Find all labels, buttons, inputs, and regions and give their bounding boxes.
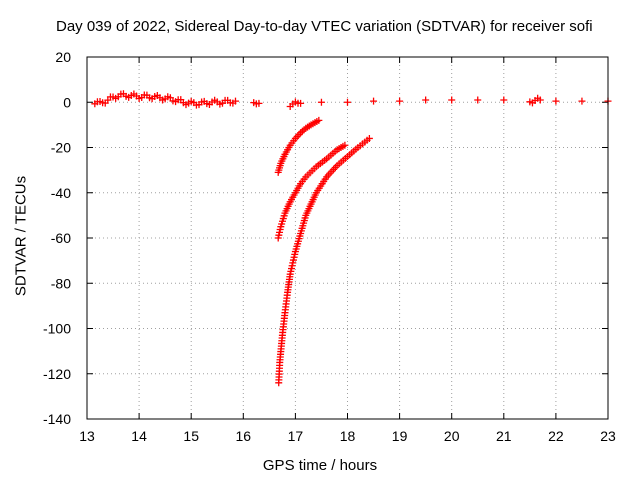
x-tick-label: 15 (183, 428, 199, 444)
data-point (552, 97, 560, 105)
chart-title: Day 039 of 2022, Sidereal Day-to-day VTE… (56, 18, 593, 35)
data-point (536, 96, 544, 104)
data-point (341, 141, 349, 149)
y-tick-label: -60 (51, 230, 71, 246)
x-tick-label: 23 (600, 428, 616, 444)
data-point (344, 98, 351, 106)
data-point (578, 97, 586, 105)
series-arc-1 (274, 116, 323, 176)
y-tick-label: -20 (51, 140, 71, 156)
x-tick-label: 14 (131, 428, 147, 444)
x-axis-label: GPS time / hours (262, 457, 378, 474)
y-tick-label: -40 (51, 185, 71, 201)
data-point (317, 98, 325, 106)
x-tick-label: 13 (79, 428, 95, 444)
data-point (370, 97, 378, 105)
y-tick-label: -80 (51, 275, 71, 291)
data-point (255, 99, 263, 107)
x-tick-label: 16 (236, 428, 252, 444)
data-point (448, 96, 456, 104)
data-point (315, 116, 323, 124)
plot-frame (86, 56, 609, 420)
x-tick-label: 19 (392, 428, 408, 444)
x-tick-label: 20 (444, 428, 460, 444)
x-tick-label: 22 (548, 428, 564, 444)
data-point (231, 97, 239, 105)
x-tick-label: 21 (496, 428, 512, 444)
data-point (365, 134, 373, 142)
x-tick-label: 18 (340, 428, 356, 444)
data-point (474, 96, 482, 104)
series-arc-3 (275, 134, 373, 387)
data-point (396, 97, 404, 105)
series-baseline (91, 90, 612, 110)
x-tick-label: 17 (288, 428, 304, 444)
data-point (422, 96, 430, 104)
data-point (297, 99, 305, 107)
grid-lines (87, 57, 608, 419)
data-series (91, 90, 612, 387)
y-tick-label: -140 (43, 411, 71, 427)
y-tick-label: -100 (43, 321, 71, 337)
axis-ticks: 13 14 15 16 17 18 19 20 21 22 23 20 0 -20 -40 -60 -80 -10… (43, 49, 616, 444)
series-arc-2 (274, 141, 349, 242)
y-tick-label: -120 (43, 366, 71, 382)
y-axis-label: SDTVAR / TECUs (12, 175, 30, 297)
y-tick-label: 0 (63, 94, 71, 110)
y-tick-label: 20 (55, 49, 71, 65)
data-point (500, 96, 508, 104)
